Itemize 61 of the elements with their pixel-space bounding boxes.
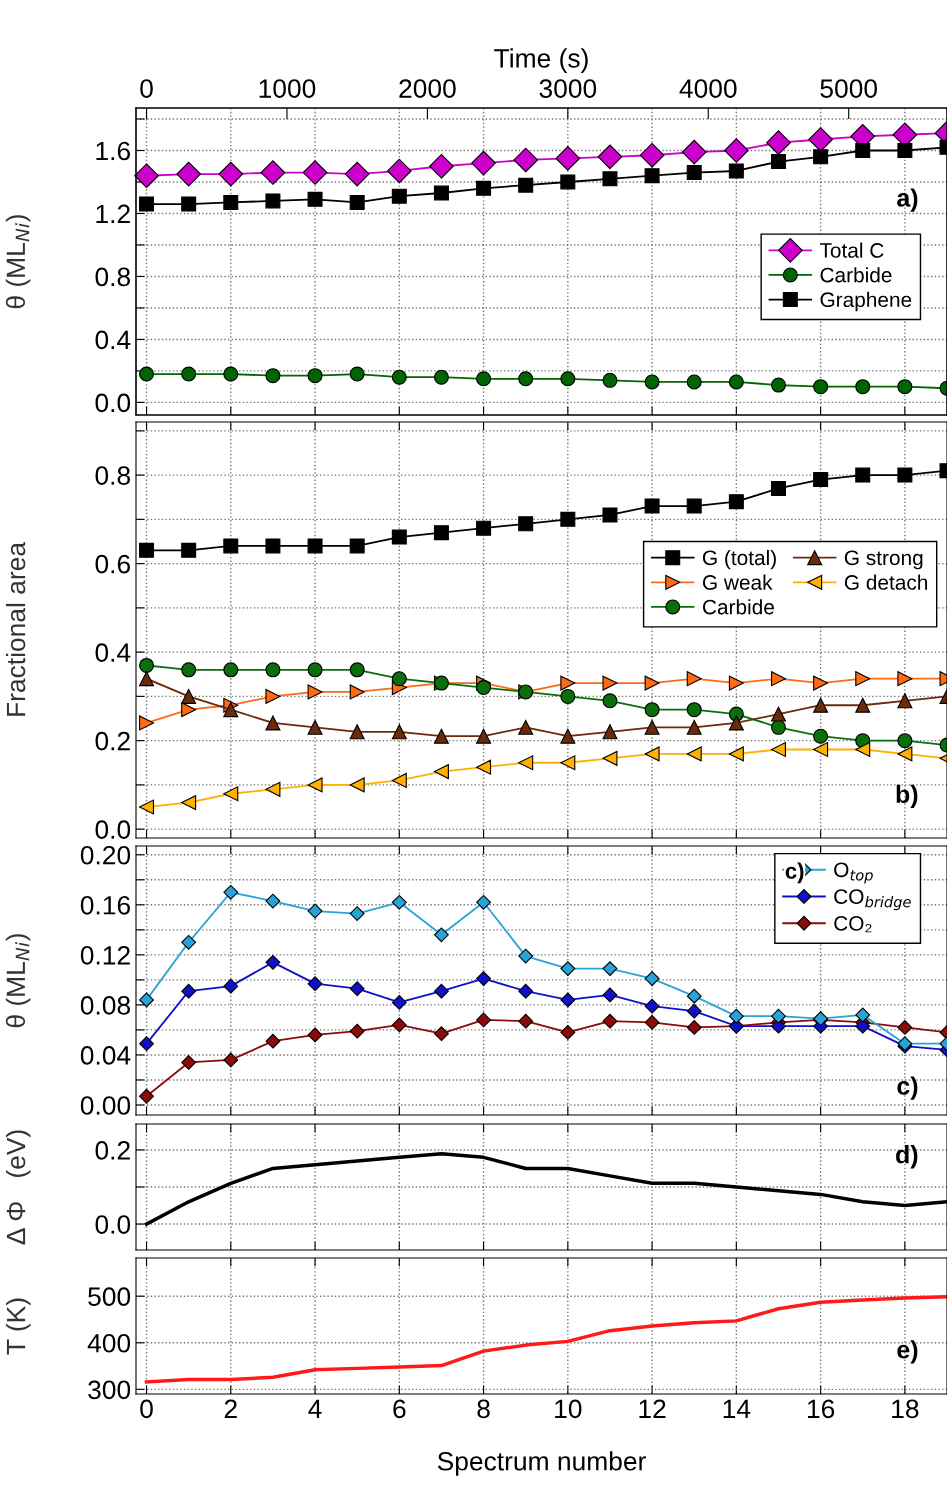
y-tick-label: 0.2 (95, 1141, 130, 1160)
legend-label: CO₂ (834, 916, 872, 933)
legend-label: Carbide (820, 267, 892, 283)
y-tick-label: 0.00 (80, 1096, 131, 1115)
legend-label: O$_{top}$ (834, 862, 873, 884)
y-tick-label: 0.2 (95, 731, 130, 751)
annotation: e) (897, 1340, 918, 1364)
x-axis-title: Spectrum number (437, 1451, 646, 1476)
y-axis-title: θ (ML$_{Ni}$) (5, 215, 31, 309)
y-axis-title: θ (ML$_{Ni}$) (5, 934, 31, 1028)
y-tick-label: 0.6 (95, 554, 130, 574)
x2-tick-label: 4000 (679, 79, 737, 98)
annotation: c) (785, 862, 804, 884)
legend-label: Carbide (702, 599, 774, 615)
y-tick-label: 300 (88, 1380, 131, 1400)
y-tick-label: 0.08 (80, 996, 130, 1015)
y-tick-label: 0.0 (95, 1215, 131, 1234)
x2-tick-label: 1000 (259, 79, 316, 98)
legend-label: G strong (844, 550, 923, 570)
x-tick-label: 16 (807, 1399, 835, 1419)
legend-label: G detach (844, 574, 928, 590)
x2-tick-label: 0 (140, 79, 153, 98)
x-tick-label: 2 (224, 1399, 237, 1418)
y-tick-label: 0.20 (80, 845, 131, 865)
y-tick-label: 1.6 (96, 141, 130, 161)
x-tick-label: 18 (892, 1399, 919, 1419)
annotation: c) (897, 1076, 918, 1100)
y-tick-label: 400 (87, 1333, 131, 1353)
y-tick-label: 0.4 (95, 330, 131, 350)
x2-tick-label: 2000 (399, 79, 456, 98)
annotation: d) (896, 1145, 918, 1169)
x-tick-label: 10 (555, 1399, 582, 1419)
y-tick-label: 0.8 (95, 267, 130, 287)
x-tick-label: 14 (723, 1399, 751, 1418)
y-tick-label: 0.0 (95, 820, 131, 839)
y-tick-label: 0.4 (95, 643, 131, 662)
x-tick-label: 6 (393, 1399, 406, 1419)
annotation: b) (896, 784, 918, 809)
y-axis-title: Fractional area (5, 541, 26, 716)
annotation: a) (897, 188, 918, 212)
legend-label: Total C (819, 242, 884, 258)
legend-label: CO$_{bridge}$ (834, 889, 911, 911)
x-tick-label: 12 (639, 1399, 666, 1418)
y-tick-label: 0.12 (80, 945, 130, 965)
y-tick-label: 0.8 (95, 466, 130, 485)
y-tick-label: 0.04 (80, 1046, 131, 1065)
y-tick-label: 0.16 (80, 895, 130, 915)
legend-label: G weak (702, 574, 773, 590)
x-tick-label: 0 (140, 1399, 153, 1419)
x-tick-label: 8 (477, 1399, 490, 1419)
x2-axis-title: Time (s) (494, 48, 588, 73)
y-tick-label: 1.2 (96, 204, 130, 224)
legend-label: Graphene (820, 291, 912, 312)
y-tick-label: 0.0 (95, 393, 131, 413)
y-axis-title: Δ Φ (eV) (5, 1130, 31, 1245)
legend-label: G (total) (702, 549, 776, 570)
x2-tick-label: 3000 (539, 79, 597, 98)
x-tick-label: 4 (308, 1399, 322, 1418)
x2-tick-label: 5000 (820, 79, 878, 98)
y-tick-label: 500 (88, 1287, 131, 1307)
y-axis-title: T (K) (5, 1298, 31, 1355)
